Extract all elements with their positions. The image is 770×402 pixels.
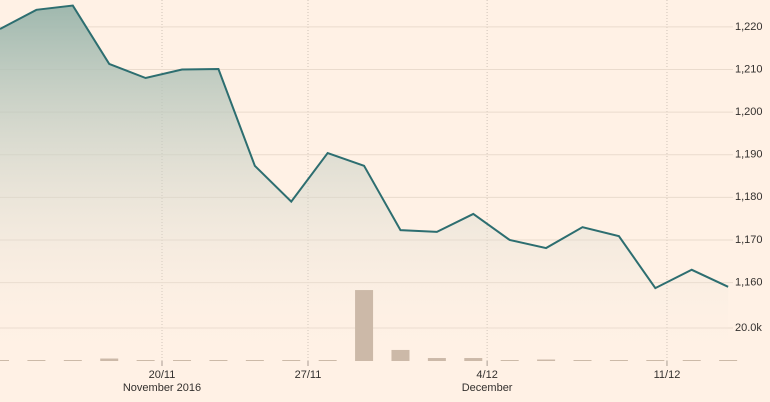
x-tick-label: 4/12 xyxy=(476,369,497,381)
volume-bar xyxy=(427,358,446,361)
volume-bar xyxy=(573,360,592,361)
volume-bar xyxy=(282,360,301,361)
volume-bar xyxy=(209,360,228,361)
line xyxy=(0,4,729,290)
volume-bar xyxy=(245,360,264,361)
y-tick-label: 1,180 xyxy=(735,191,763,203)
y-tick-label: 1,190 xyxy=(735,149,763,161)
volume-bar xyxy=(355,290,374,361)
volume-bar xyxy=(682,360,701,361)
volume-bar xyxy=(318,360,337,361)
y-tick-label: 1,170 xyxy=(735,234,763,246)
volume-bar xyxy=(100,358,119,361)
y-tick-label: 1,210 xyxy=(735,63,763,75)
volume-bar xyxy=(136,360,155,361)
x-sublabel: December xyxy=(462,382,513,394)
volume-bar xyxy=(719,360,738,361)
y-tick-label: 1,160 xyxy=(735,276,763,288)
x-tick-label: 27/11 xyxy=(295,369,322,381)
volume-bar xyxy=(537,359,556,361)
volume-bar xyxy=(173,360,192,361)
y-tick-label: 1,220 xyxy=(735,21,763,33)
volume-bar xyxy=(500,360,519,361)
y2-tick-label: 20.0k xyxy=(735,322,762,334)
x-sublabel: November 2016 xyxy=(123,382,201,394)
volume-bar xyxy=(0,360,9,361)
volume-bar xyxy=(63,360,82,361)
x-tick-label: 20/11 xyxy=(149,369,176,381)
x-tick-label: 11/12 xyxy=(654,369,681,381)
volume-bar xyxy=(27,360,46,361)
volume-bar xyxy=(464,358,483,361)
volume-bar xyxy=(391,349,410,361)
volume-bar xyxy=(609,360,628,361)
volume-bar xyxy=(646,360,665,361)
area xyxy=(0,5,729,361)
y-tick-label: 1,200 xyxy=(735,106,763,118)
